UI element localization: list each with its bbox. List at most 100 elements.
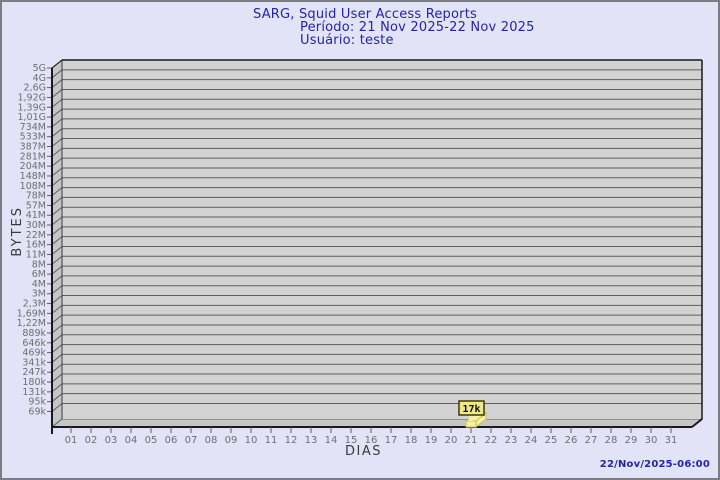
gridline-connector: [51, 187, 63, 196]
gridline-connector: [51, 285, 63, 295]
gridline-connector: [51, 334, 63, 344]
y-tick-label: 4G: [33, 73, 46, 84]
y-tick-label: 148M: [20, 171, 46, 182]
y-tick-label: 1,69M: [17, 308, 46, 319]
y-tick-label: 469k: [22, 348, 46, 359]
gridline-connector: [51, 177, 63, 187]
x-tick-label: 28: [605, 435, 618, 446]
gridline-connector: [51, 363, 63, 373]
y-tick-label: 4M: [32, 279, 46, 290]
gridline-connector: [51, 197, 63, 206]
y-tick-label: 95k: [28, 397, 46, 408]
x-tick-label: 02: [85, 435, 98, 446]
y-axis-title: BYTES: [10, 206, 25, 257]
x-tick-label: 01: [65, 435, 78, 446]
chart-period: Período: 21 Nov 2025-22 Nov 2025: [300, 20, 535, 35]
gridline-connector: [51, 295, 63, 304]
y-tick-label: 387M: [20, 142, 46, 153]
chart-user: Usuário: teste: [300, 33, 394, 48]
y-tick-label: 1,22M: [17, 318, 46, 329]
gridline-connector: [51, 265, 63, 275]
gridline-connector: [51, 275, 63, 285]
gridline-connector: [51, 128, 63, 138]
y-tick-label: 889k: [22, 328, 46, 339]
y-tick-label: 57M: [26, 200, 46, 211]
gridline-connector: [51, 89, 63, 98]
y-tick-label: 1,01G: [17, 112, 46, 123]
x-tick-label: 19: [425, 435, 438, 446]
gridline-connector: [51, 393, 63, 403]
gridline-connector: [51, 98, 63, 108]
y-tick-label: 30M: [26, 220, 46, 231]
x-tick-label: 12: [285, 435, 298, 446]
y-tick-label: 108M: [20, 181, 46, 192]
bar: [465, 420, 477, 428]
y-tick-label: 11M: [26, 249, 46, 260]
gridline-connector: [51, 157, 63, 167]
gridline-connector: [51, 69, 63, 79]
gridline-connector: [51, 324, 63, 334]
x-tick-label: 27: [585, 435, 598, 446]
y-tick-label: 1,92G: [17, 92, 46, 103]
x-tick-label: 10: [245, 435, 258, 446]
y-tick-label: 8M: [32, 259, 46, 270]
y-tick-label: 6M: [32, 269, 46, 280]
gridline-connector: [51, 216, 63, 226]
gridline-connector: [51, 383, 63, 393]
x-tick-label: 23: [505, 435, 518, 446]
y-tick-label: 22M: [26, 230, 46, 241]
gridline-connector: [51, 255, 63, 265]
gridline-connector: [51, 246, 63, 255]
y-tick-label: 5G: [33, 63, 46, 74]
x-tick-label: 20: [445, 435, 458, 446]
gridline-connector: [51, 147, 63, 157]
x-tick-label: 13: [305, 435, 318, 446]
gridline-connector: [51, 108, 63, 118]
y-tick-label: 281M: [20, 151, 46, 162]
gridline-connector: [51, 206, 63, 216]
generation-timestamp: 22/Nov/2025-06:00: [599, 459, 710, 470]
gridline-connector: [51, 167, 63, 177]
gridline-connector: [51, 373, 63, 383]
x-tick-label: 08: [205, 435, 218, 446]
y-tick-label: 78M: [26, 191, 46, 202]
x-tick-label: 04: [125, 435, 138, 446]
gridline-connector: [51, 118, 63, 128]
bottom-right-bevel: [691, 418, 703, 428]
y-tick-label: 2,6G: [24, 83, 46, 94]
y-tick-label: 69k: [28, 407, 46, 418]
gridline-connector: [51, 354, 63, 363]
gridline-connector: [51, 314, 63, 324]
y-tick-label: 131k: [22, 387, 46, 398]
y-tick-label: 1,39G: [17, 102, 46, 113]
y-tick-label: 16M: [26, 240, 46, 251]
x-tick-label: 17: [385, 435, 398, 446]
bar-value-label: 17k: [462, 404, 480, 415]
y-tick-label: 204M: [20, 161, 46, 172]
x-tick-label: 14: [325, 435, 338, 446]
y-tick-label: 247k: [22, 367, 46, 378]
top-left-bevel: [51, 59, 63, 69]
x-tick-label: 26: [565, 435, 578, 446]
y-tick-label: 3M: [32, 289, 46, 300]
gridline-connector: [51, 79, 63, 89]
x-tick-label: 07: [185, 435, 198, 446]
x-tick-label: 03: [105, 435, 118, 446]
x-tick-label: 21: [465, 435, 478, 446]
chart-title: SARG, Squid User Access Reports: [253, 7, 477, 22]
x-tick-label: 11: [265, 435, 278, 446]
x-tick-label: 16: [365, 435, 378, 446]
x-tick-label: 30: [645, 435, 658, 446]
x-tick-label: 29: [625, 435, 638, 446]
y-tick-label: 41M: [26, 210, 46, 221]
y-tick-label: 2,3M: [23, 299, 46, 310]
x-tick-label: 24: [525, 435, 538, 446]
x-tick-label: 05: [145, 435, 158, 446]
gridline-connector: [51, 226, 63, 236]
x-tick-label: 25: [545, 435, 558, 446]
x-tick-label: 09: [225, 435, 238, 446]
x-tick-label: 22: [485, 435, 498, 446]
y-tick-label: 646k: [22, 338, 46, 349]
